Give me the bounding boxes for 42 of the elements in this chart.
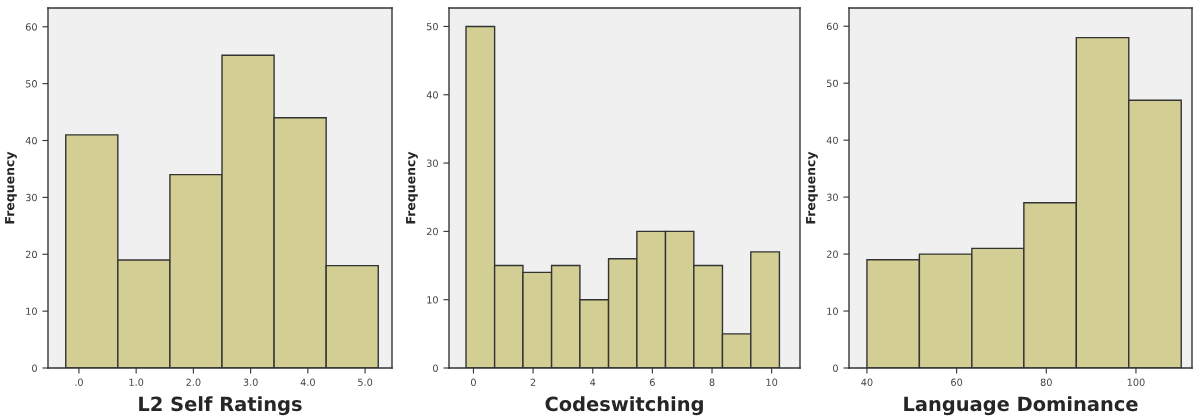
y-tick-label: 40 — [426, 91, 438, 99]
x-axis-title: L2 Self Ratings — [139, 396, 302, 416]
x-tick-label: 2.0 — [186, 378, 201, 386]
y-tick-label: 40 — [826, 136, 838, 144]
y-axis-title: Frequency — [5, 151, 17, 224]
y-tick-label: 20 — [25, 250, 37, 259]
x-tick-label: 8 — [709, 378, 715, 386]
x-tick-label: 3.0 — [243, 378, 258, 386]
y-tick-label: 10 — [26, 307, 37, 315]
x-tick-label: 5.0 — [358, 378, 373, 386]
y-tick-label: 50 — [426, 22, 438, 31]
y-tick-label: 20 — [426, 227, 438, 236]
y-tick-label: 50 — [826, 79, 838, 88]
y-tick-label: 20 — [826, 250, 838, 258]
x-tick-label: 4.0 — [300, 378, 315, 386]
x-tick-label: 6 — [649, 378, 655, 386]
x-tick-label: 0 — [471, 378, 476, 386]
y-tick-label: 30 — [826, 193, 838, 201]
y-tick-label: 60 — [25, 23, 37, 31]
y-tick-label: 60 — [826, 22, 838, 31]
x-tick-label: 100 — [1127, 378, 1145, 386]
y-tick-label: 10 — [427, 296, 438, 304]
x-tick-label: 80 — [1040, 378, 1052, 386]
y-axis-title: Frequency — [806, 151, 818, 224]
y-tick-label: 30 — [25, 193, 37, 202]
y-tick-label: 30 — [426, 159, 438, 167]
x-axis-title: Codeswitching — [545, 396, 703, 416]
x-tick-label: 1.0 — [129, 378, 144, 386]
y-tick-label: 50 — [25, 80, 37, 88]
x-tick-label: 10 — [766, 378, 778, 386]
x-tick-label: 4 — [590, 378, 596, 386]
y-axis-title: Frequency — [406, 151, 418, 224]
y-tick-label: 0 — [32, 364, 37, 372]
y-tick-label: 0 — [433, 364, 438, 372]
y-tick-label: 0 — [833, 364, 838, 372]
x-tick-label: .0 — [75, 378, 83, 386]
x-tick-label: 60 — [951, 378, 963, 386]
x-tick-label: 2 — [530, 378, 536, 386]
x-axis-title: Language Dominance — [904, 396, 1138, 416]
y-tick-label: 40 — [25, 136, 37, 145]
y-tick-label: 10 — [827, 307, 838, 315]
x-tick-label: 40 — [861, 378, 873, 386]
